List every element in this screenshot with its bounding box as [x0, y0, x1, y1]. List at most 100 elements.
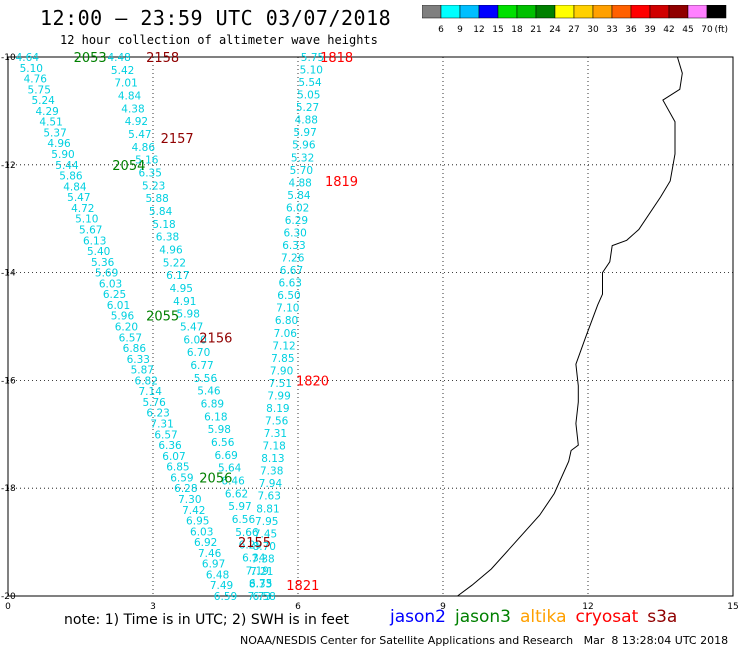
legend-level-label: 24 — [549, 25, 561, 35]
y-tick-label: -14 — [1, 269, 16, 279]
wave-height-value: 7.26 — [281, 253, 305, 265]
wave-height-value: 5.44 — [55, 160, 79, 172]
wave-height-value: 8.19 — [266, 403, 289, 415]
wave-height-value: 6.58 — [252, 591, 275, 603]
wave-height-value: 4.88 — [288, 177, 311, 189]
wave-height-value: 5.47 — [128, 129, 151, 141]
wave-height-value: 4.76 — [24, 74, 48, 86]
wave-height-color-legend: 6 9 12 15 18 21 24 27 30 33 36 39 42 45 70 (ft) — [422, 5, 728, 35]
wave-height-value: 4.72 — [71, 203, 94, 215]
credit-line: NOAA/NESDIS Center for Satellite Applica… — [240, 634, 729, 647]
wave-height-value: 6.17 — [166, 270, 189, 282]
wave-height-value: 7.95 — [255, 516, 278, 528]
wave-height-value: 7.42 — [182, 505, 205, 517]
satellite-key-jason3: jason3 — [455, 607, 511, 627]
wave-height-value: 5.32 — [291, 152, 314, 164]
wave-height-value: 5.76 — [142, 397, 166, 409]
wave-height-value: 6.82 — [135, 375, 158, 387]
wave-height-value: 7.45 — [254, 528, 277, 540]
wave-height-value: 6.89 — [201, 399, 224, 411]
wave-height-value: 6.30 — [283, 227, 306, 239]
wave-height-value: 5.97 — [228, 501, 251, 513]
legend-level-label: 42 — [663, 25, 674, 35]
wave-height-value: 6.80 — [275, 315, 298, 327]
satellite-key-altika: altika — [520, 607, 567, 627]
wave-height-value: 7.99 — [267, 390, 290, 402]
wave-height-value: 7.56 — [265, 416, 289, 428]
wave-height-value: 7.30 — [178, 494, 201, 506]
wave-height-value: 5.64 — [218, 463, 242, 475]
satellite-key-cryosat: cryosat — [575, 607, 639, 627]
wave-height-value: 5.46 — [197, 386, 221, 398]
wave-height-value: 6.34 — [242, 553, 266, 565]
wave-height-value: 4.38 — [121, 103, 144, 115]
x-tick-label: 15 — [727, 602, 738, 610]
wave-height-value: 5.88 — [145, 193, 168, 205]
coastline — [457, 56, 683, 597]
x-tick-label: 0 — [5, 602, 11, 610]
wave-height-value: 5.27 — [296, 102, 319, 114]
wave-height-value: 6.00 — [183, 334, 206, 346]
pass-number-label: 1818 — [320, 51, 353, 66]
pass-number-label: 2158 — [146, 51, 179, 66]
wave-height-value: 7.31 — [264, 428, 287, 440]
wave-height-value: 5.69 — [95, 268, 118, 280]
wave-height-value: 7.06 — [274, 328, 298, 340]
legend-level-label: 9 — [457, 25, 463, 35]
wave-height-value: 7.14 — [139, 386, 163, 398]
wave-height-value: 6.03 — [99, 278, 122, 290]
pass-number-label: 2157 — [161, 132, 194, 147]
wave-height-value: 6.03 — [190, 526, 213, 538]
satellite-key-jason2: jason2 — [390, 607, 446, 627]
legend-level-label: 36 — [625, 25, 637, 35]
wave-height-value: 7.19 — [246, 565, 269, 577]
wave-height-value: 5.40 — [87, 246, 110, 258]
wave-height-value: 5.47 — [180, 322, 203, 334]
wave-height-value: 6.77 — [190, 360, 213, 372]
wave-height-value: 6.20 — [115, 322, 138, 334]
wave-height-value: 6.28 — [174, 483, 197, 495]
wave-height-value: 5.66 — [235, 527, 259, 539]
wave-height-value: 6.57 — [119, 332, 142, 344]
wave-height-value: 4.29 — [35, 106, 58, 118]
wave-height-value: 6.33 — [127, 354, 150, 366]
wave-height-value: 5.98 — [208, 424, 231, 436]
pass-number-label: 2056 — [199, 471, 232, 486]
wave-height-value: 5.10 — [300, 65, 323, 77]
wave-height-value: 6.35 — [139, 168, 162, 180]
wave-height-value: 4.92 — [125, 116, 148, 128]
wave-height-value: 5.97 — [293, 127, 316, 139]
wave-height-value: 7.38 — [251, 553, 274, 565]
wave-height-value: 4.48 — [107, 52, 130, 64]
wave-height-value: 5.98 — [177, 309, 200, 321]
wave-height-value: 7.12 — [272, 340, 295, 352]
altimeter-map: 0 3 6 9 12 15-10-12-14-16-18-204.645.104.765.… — [1, 51, 739, 610]
legend-level-label: 70 — [701, 25, 713, 35]
pass-number-label: 1820 — [296, 374, 329, 389]
wave-height-value: 7.49 — [210, 580, 233, 592]
wave-height-value: 6.70 — [187, 347, 210, 359]
wave-height-value: 7.63 — [258, 491, 281, 503]
y-tick-label: -18 — [1, 484, 16, 494]
footnote: note: 1) Time is in UTC; 2) SWH is in fe… — [64, 612, 350, 628]
wave-height-value: 6.92 — [194, 537, 217, 549]
wave-height-value: 5.90 — [51, 149, 74, 161]
legend-level-label: 39 — [644, 25, 656, 35]
wave-height-value: 4.96 — [47, 138, 71, 150]
wave-height-value: 5.67 — [79, 224, 102, 236]
legend-level-label: 6 — [438, 25, 444, 35]
wave-height-value: 6.25 — [103, 289, 126, 301]
wave-height-value: 6.18 — [204, 411, 227, 423]
wave-height-value: 5.70 — [290, 165, 313, 177]
wave-height-value: 6.02 — [286, 202, 309, 214]
wave-height-value: 6.38 — [156, 232, 179, 244]
pass-number-label: 2054 — [112, 159, 145, 174]
wave-height-value: 6.33 — [282, 240, 305, 252]
wave-height-value: 5.75 — [301, 52, 324, 64]
wave-height-value: 4.84 — [63, 181, 87, 193]
legend-level-label: 21 — [530, 25, 541, 35]
wave-height-value: 5.16 — [135, 155, 159, 167]
wave-height-value: 7.21 — [250, 566, 273, 578]
wave-height-value: 7.31 — [150, 419, 173, 431]
wave-height-value: 7.38 — [260, 466, 283, 478]
